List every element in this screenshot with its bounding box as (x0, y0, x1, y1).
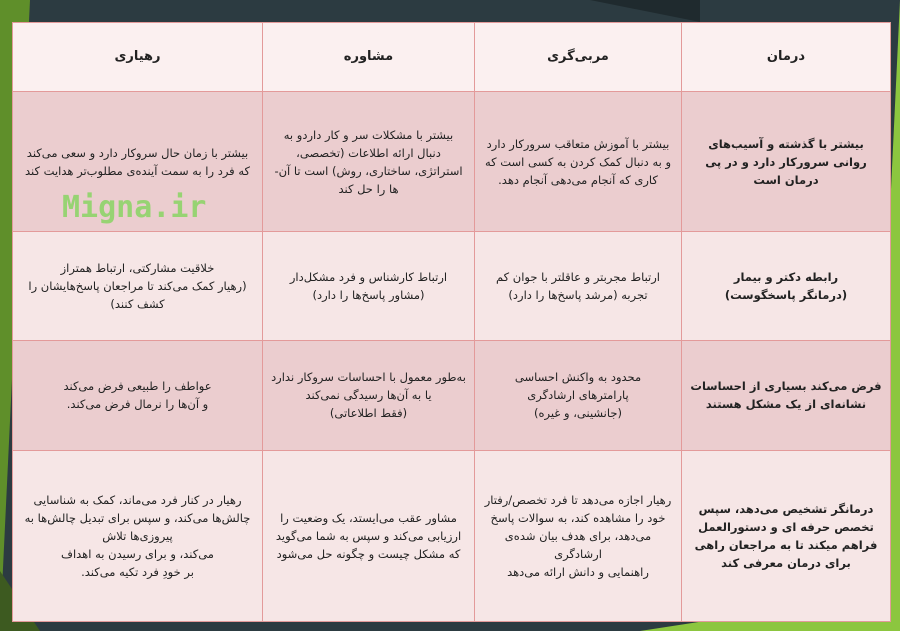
table-cell: به‌طور معمول با احساسات سروکار ندارد یا … (262, 340, 475, 451)
table-cell: مشاور عقب می‌ایستد، یک وضعیت را ارزیابی … (262, 449, 475, 622)
table-cell: ارتباط کارشناس و فرد مشکل‌دار (مشاور پاس… (262, 231, 475, 342)
table-cell: ارتباط مجربتر و عاقلتر با جوان کم تجربه … (474, 231, 682, 342)
table-row: بیشتر با گذشته و آسیب‌های روانی سرورکار … (12, 90, 891, 233)
header-mentoring: مربی‌گری (474, 22, 682, 92)
header-row: درمان مربی‌گری مشاوره رهیاری (12, 22, 891, 92)
table-cell: بیشتر با زمان حال سروکار دارد و سعی می‌ک… (12, 90, 263, 233)
header-counseling: مشاوره (262, 22, 475, 92)
table-cell: بیشتر با آموزش متعاقب سرورکار دارد و به … (474, 90, 682, 233)
table-cell: عواطف را طبیعی فرض می‌کند و آن‌ها را نرم… (12, 340, 263, 451)
table-cell: رهیار اجازه می‌دهد تا فرد تخصص/رفتار خود… (474, 449, 682, 622)
table-cell: درمانگر تشخیص می‌دهد، سپس تخصص حرفه ای و… (681, 449, 891, 622)
table-cell: محدود به واکنش احساسی پارامترهای ارشادگر… (474, 340, 682, 451)
table-cell: رابطه دکتر و بیمار (درمانگر پاسخگوست) (681, 231, 891, 342)
table-cell: فرض می‌کند بسیاری از احساسات نشانه‌ای از… (681, 340, 891, 451)
table-cell: بیشتر با گذشته و آسیب‌های روانی سرورکار … (681, 90, 891, 233)
table-cell: رهیار در کنار فرد می‌ماند، کمک به شناسای… (12, 449, 263, 622)
header-coaching: رهیاری (12, 22, 263, 92)
header-therapy: درمان (681, 22, 891, 92)
table-row: رابطه دکتر و بیمار (درمانگر پاسخگوست) ار… (12, 231, 891, 342)
decorative-triangle (590, 0, 700, 22)
table-row: فرض می‌کند بسیاری از احساسات نشانه‌ای از… (12, 340, 891, 451)
table-cell: خلاقیت مشارکتی، ارتباط همتراز (رهیار کمک… (12, 231, 263, 342)
watermark: Migna.ir (62, 190, 207, 225)
table-cell: بیشتر با مشکلات سر و کار داردو به دنبال … (262, 90, 475, 233)
table-row: درمانگر تشخیص می‌دهد، سپس تخصص حرفه ای و… (12, 449, 891, 622)
comparison-table: درمان مربی‌گری مشاوره رهیاری بیشتر با گذ… (12, 22, 891, 622)
